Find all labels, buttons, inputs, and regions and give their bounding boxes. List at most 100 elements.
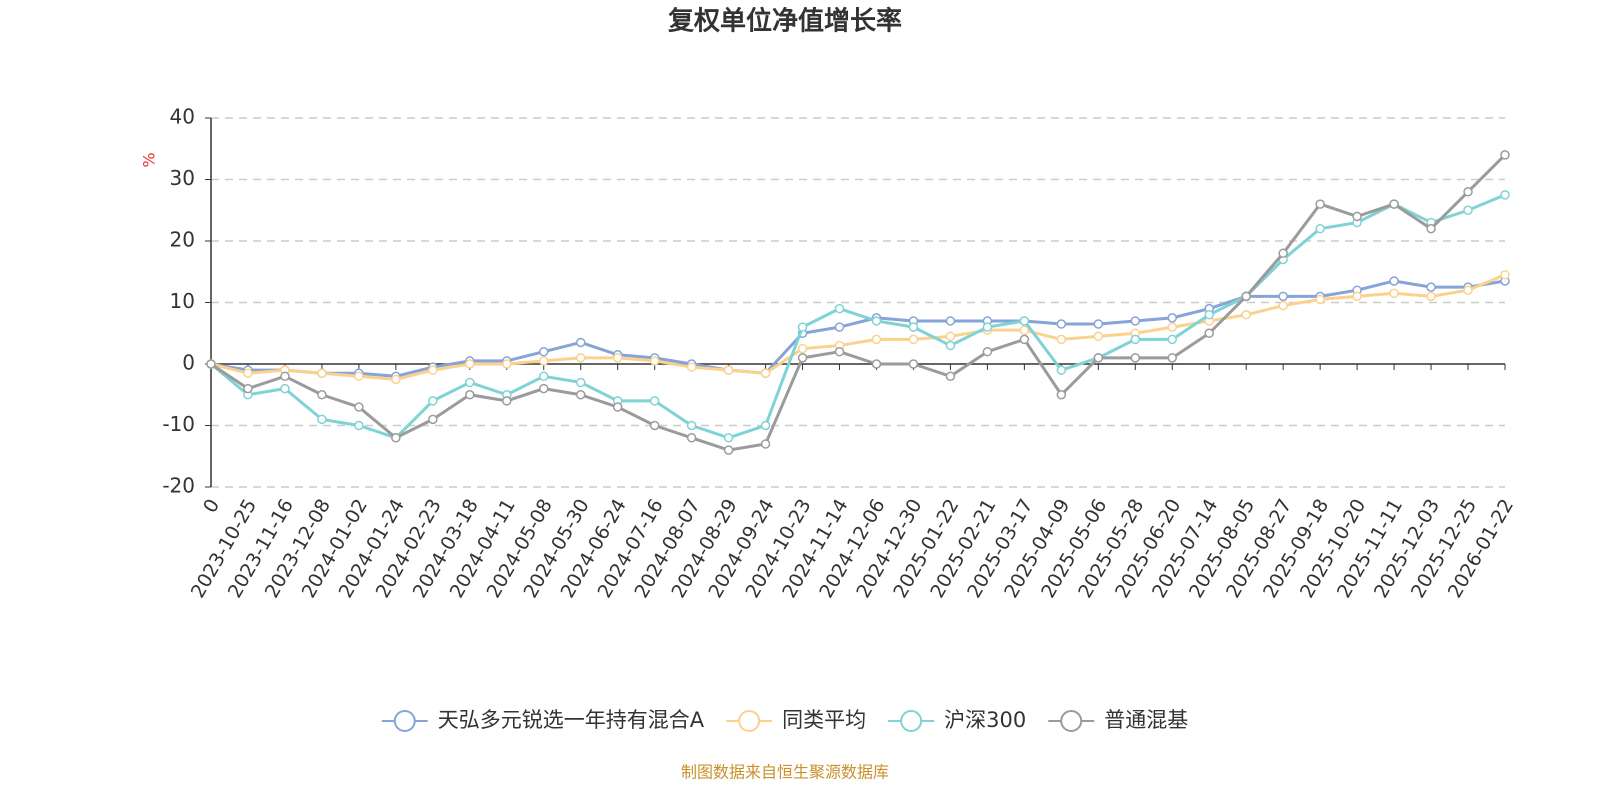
point [834,322,845,332]
point [1056,334,1067,345]
point [317,390,327,400]
point [354,420,364,431]
point [723,433,734,443]
point [760,368,771,378]
point [1167,334,1178,345]
point [1130,316,1141,326]
point [538,383,549,394]
series-line [210,279,1506,378]
point [945,340,956,351]
point [982,322,993,332]
y-tick-label: 20 [170,228,195,252]
legend-marker [393,710,416,732]
point [982,346,993,357]
point [686,433,697,443]
point [575,390,586,400]
point [575,353,586,363]
point [1278,248,1288,259]
point [428,414,438,425]
point [317,414,327,425]
point [908,322,919,332]
point [945,316,956,326]
point [1389,199,1399,209]
point [1389,276,1399,286]
point [538,371,549,382]
point [1426,291,1436,302]
legend-marker [738,710,761,732]
y-tick-label: -10 [162,412,195,436]
point [1204,310,1214,320]
point [834,303,845,314]
legend-label: 同类平均 [782,708,866,732]
point [945,331,956,342]
point [1278,291,1288,302]
legend-label: 普通混基 [1104,708,1188,732]
point [1093,319,1104,329]
point [280,383,290,394]
point [575,337,586,348]
point [1500,150,1510,160]
point [1241,291,1251,302]
point [797,353,808,363]
point [465,390,475,400]
point [1352,291,1362,302]
chart-title: 复权单位净值增长率 [668,6,902,37]
point [1204,328,1214,338]
point [391,433,401,443]
y-tick-label: 10 [170,289,195,313]
series-line [210,273,1506,381]
point [797,343,808,354]
point [538,356,549,366]
point [1019,325,1030,335]
point [871,316,882,326]
legend-label: 天弘多元锐选一年持有混合A [438,708,705,732]
point [723,365,734,375]
point [1389,288,1399,299]
point [1093,353,1104,363]
point [1130,334,1141,345]
x-tick-label: 0 [199,495,224,516]
point [834,346,845,357]
point [280,371,290,382]
point [686,420,697,431]
point [612,353,623,363]
point [797,322,808,332]
point [465,359,475,369]
point [1056,390,1067,400]
point [1056,365,1067,375]
point [354,402,364,412]
point [760,439,771,449]
point [612,402,623,412]
point [538,346,549,357]
point [1019,316,1030,326]
point [1167,313,1178,323]
legend-marker [900,710,923,732]
point [465,377,475,388]
point [1167,353,1178,363]
point [908,359,919,369]
point [428,396,438,406]
point [649,396,660,406]
point [243,383,253,394]
point [1315,223,1325,234]
point [723,445,734,455]
point [1278,300,1288,311]
point [575,377,586,388]
point [1426,223,1436,234]
point [908,334,919,345]
point [1056,319,1067,329]
point [391,374,401,385]
legend-label: 沪深300 [944,708,1026,732]
series-line [210,153,1507,452]
point [1463,205,1473,215]
point [1315,199,1325,209]
point [1130,353,1141,363]
y-tick-label: 0 [182,351,195,375]
point [1241,310,1251,320]
point [317,368,327,378]
point [1463,187,1473,197]
point [1352,211,1362,222]
point [871,334,882,345]
